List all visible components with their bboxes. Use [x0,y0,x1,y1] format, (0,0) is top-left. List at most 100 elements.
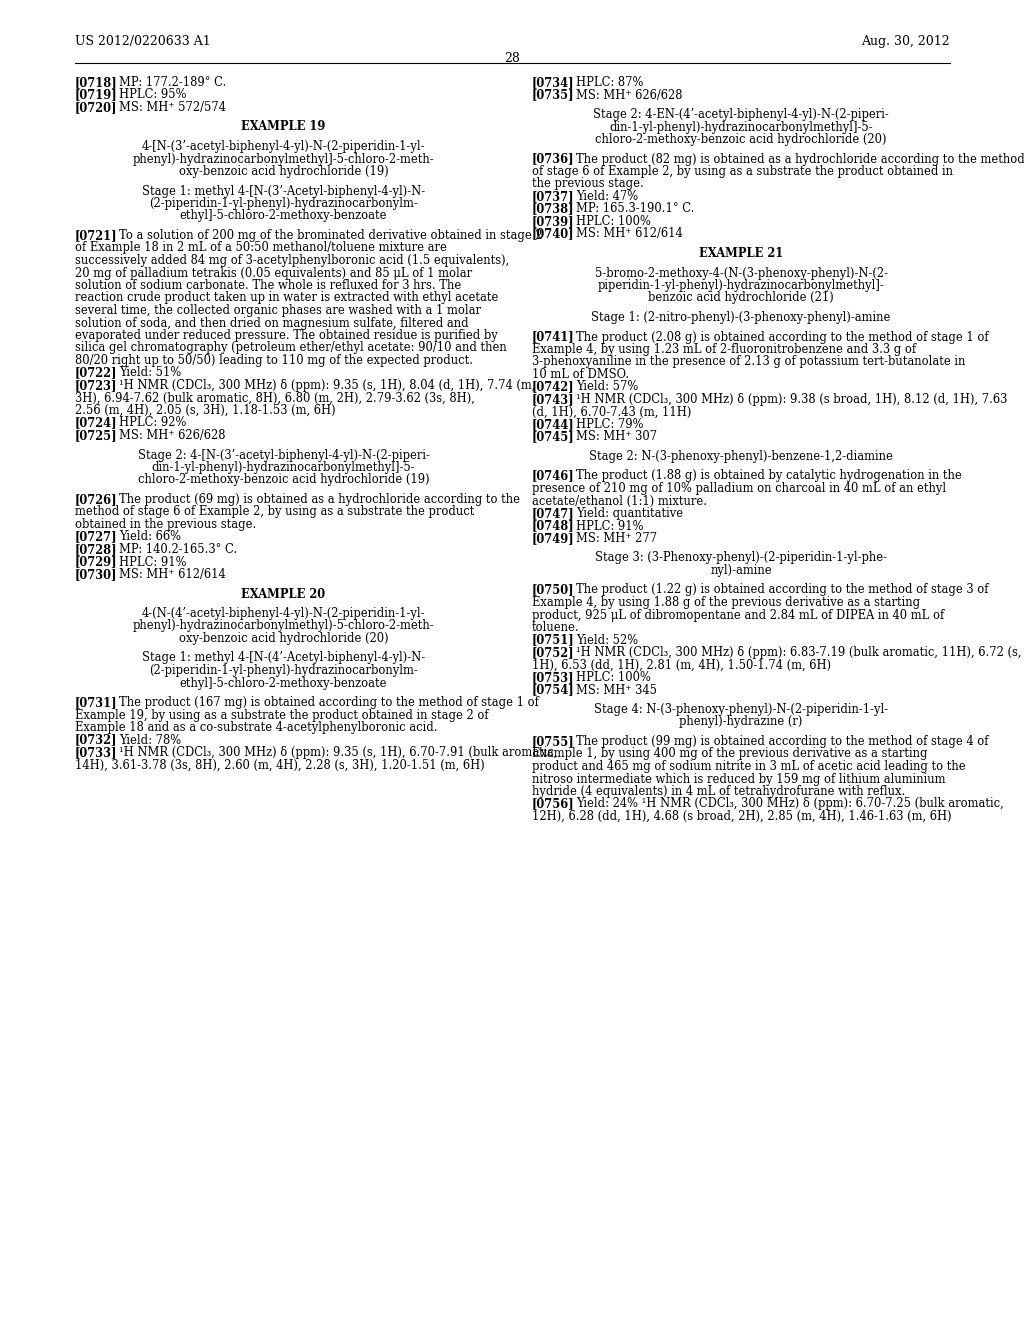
Text: [0747]: [0747] [532,507,574,520]
Text: MP: 165.3-190.1° C.: MP: 165.3-190.1° C. [575,202,694,215]
Text: [0718]: [0718] [75,77,118,88]
Text: The product (99 mg) is obtained according to the method of stage 4 of: The product (99 mg) is obtained accordin… [575,735,988,748]
Text: [0749]: [0749] [532,532,574,545]
Text: Example 1, by using 400 mg of the previous derivative as a starting: Example 1, by using 400 mg of the previo… [532,747,928,760]
Text: 28: 28 [504,51,520,65]
Text: MS: MH⁺ 307: MS: MH⁺ 307 [575,430,657,444]
Text: [0724]: [0724] [75,417,118,429]
Text: US 2012/0220633 A1: US 2012/0220633 A1 [75,36,211,48]
Text: The product (167 mg) is obtained according to the method of stage 1 of: The product (167 mg) is obtained accordi… [119,696,539,709]
Text: [0752]: [0752] [532,645,574,659]
Text: Stage 2: N-(3-phenoxy-phenyl)-benzene-1,2-diamine: Stage 2: N-(3-phenoxy-phenyl)-benzene-1,… [589,450,893,463]
Text: nitroso intermediate which is reduced by 159 mg of lithium aluminium: nitroso intermediate which is reduced by… [532,772,945,785]
Text: 1H), 6.53 (dd, 1H), 2.81 (m, 4H), 1.50-1.74 (m, 6H): 1H), 6.53 (dd, 1H), 2.81 (m, 4H), 1.50-1… [532,659,831,672]
Text: [0729]: [0729] [75,556,118,569]
Text: The product (1.88 g) is obtained by catalytic hydrogenation in the: The product (1.88 g) is obtained by cata… [575,470,962,483]
Text: 3-phenoxyaniline in the presence of 2.13 g of potassium tert-butanolate in: 3-phenoxyaniline in the presence of 2.13… [532,355,966,368]
Text: of stage 6 of Example 2, by using as a substrate the product obtained in: of stage 6 of Example 2, by using as a s… [532,165,953,178]
Text: evaporated under reduced pressure. The obtained residue is purified by: evaporated under reduced pressure. The o… [75,329,498,342]
Text: [0731]: [0731] [75,696,118,709]
Text: 12H), 6.28 (dd, 1H), 4.68 (s broad, 2H), 2.85 (m, 4H), 1.46-1.63 (m, 6H): 12H), 6.28 (dd, 1H), 4.68 (s broad, 2H),… [532,810,951,822]
Text: 80/20 right up to 50/50) leading to 110 mg of the expected product.: 80/20 right up to 50/50) leading to 110 … [75,354,473,367]
Text: The product (1.22 g) is obtained according to the method of stage 3 of: The product (1.22 g) is obtained accordi… [575,583,988,597]
Text: [0756]: [0756] [532,797,574,810]
Text: [0750]: [0750] [532,583,574,597]
Text: ethyl]-5-chloro-2-methoxy-benzoate: ethyl]-5-chloro-2-methoxy-benzoate [180,676,387,689]
Text: EXAMPLE 19: EXAMPLE 19 [242,120,326,133]
Text: (2-piperidin-1-yl-phenyl)-hydrazinocarbonylm-: (2-piperidin-1-yl-phenyl)-hydrazinocarbo… [150,197,418,210]
Text: successively added 84 mg of 3-acetylphenylboronic acid (1.5 equivalents),: successively added 84 mg of 3-acetylphen… [75,253,509,267]
Text: 14H), 3.61-3.78 (3s, 8H), 2.60 (m, 4H), 2.28 (s, 3H), 1.20-1.51 (m, 6H): 14H), 3.61-3.78 (3s, 8H), 2.60 (m, 4H), … [75,759,484,771]
Text: MP: 140.2-165.3° C.: MP: 140.2-165.3° C. [119,543,238,556]
Text: [0732]: [0732] [75,734,118,747]
Text: phenyl)-hydrazine (r): phenyl)-hydrazine (r) [679,715,803,729]
Text: HPLC: 79%: HPLC: 79% [575,418,643,432]
Text: [0735]: [0735] [532,88,574,102]
Text: toluene.: toluene. [532,620,580,634]
Text: 4-(N-(4’-acetyl-biphenyl-4-yl)-N-(2-piperidin-1-yl-: 4-(N-(4’-acetyl-biphenyl-4-yl)-N-(2-pipe… [141,607,425,620]
Text: [0743]: [0743] [532,393,574,407]
Text: Yield: 52%: Yield: 52% [575,634,638,647]
Text: Stage 4: N-(3-phenoxy-phenyl)-N-(2-piperidin-1-yl-: Stage 4: N-(3-phenoxy-phenyl)-N-(2-piper… [594,704,888,715]
Text: The product (82 mg) is obtained as a hydrochloride according to the method: The product (82 mg) is obtained as a hyd… [575,153,1024,165]
Text: [0738]: [0738] [532,202,574,215]
Text: MS: MH⁺ 277: MS: MH⁺ 277 [575,532,657,545]
Text: [0733]: [0733] [75,746,118,759]
Text: [0753]: [0753] [532,671,574,684]
Text: MS: MH⁺ 626/628: MS: MH⁺ 626/628 [119,429,225,442]
Text: HPLC: 87%: HPLC: 87% [575,77,643,88]
Text: [0745]: [0745] [532,430,574,444]
Text: MS: MH⁺ 572/574: MS: MH⁺ 572/574 [119,102,226,114]
Text: The product (69 mg) is obtained as a hydrochloride according to the: The product (69 mg) is obtained as a hyd… [119,492,520,506]
Text: HPLC: 91%: HPLC: 91% [119,556,186,569]
Text: several time, the collected organic phases are washed with a 1 molar: several time, the collected organic phas… [75,304,481,317]
Text: reaction crude product taken up in water is extracted with ethyl acetate: reaction crude product taken up in water… [75,292,499,305]
Text: [0730]: [0730] [75,568,118,581]
Text: Yield: quantitative: Yield: quantitative [575,507,683,520]
Text: silica gel chromatography (petroleum ether/ethyl acetate: 90/10 and then: silica gel chromatography (petroleum eth… [75,342,507,355]
Text: method of stage 6 of Example 2, by using as a substrate the product: method of stage 6 of Example 2, by using… [75,506,474,519]
Text: MS: MH⁺ 345: MS: MH⁺ 345 [575,684,657,697]
Text: HPLC: 91%: HPLC: 91% [575,520,643,532]
Text: MS: MH⁺ 612/614: MS: MH⁺ 612/614 [575,227,683,240]
Text: [0725]: [0725] [75,429,118,442]
Text: benzoic acid hydrochloride (21): benzoic acid hydrochloride (21) [648,292,834,305]
Text: (2-piperidin-1-yl-phenyl)-hydrazinocarbonylm-: (2-piperidin-1-yl-phenyl)-hydrazinocarbo… [150,664,418,677]
Text: Stage 3: (3-Phenoxy-phenyl)-(2-piperidin-1-yl-phe-: Stage 3: (3-Phenoxy-phenyl)-(2-piperidin… [595,552,887,565]
Text: ¹H NMR (CDCl₃, 300 MHz) δ (ppm): 6.83-7.19 (bulk aromatic, 11H), 6.72 (s,: ¹H NMR (CDCl₃, 300 MHz) δ (ppm): 6.83-7.… [575,645,1022,659]
Text: Stage 2: 4-EN-(4’-acetyl-biphenyl-4-yl)-N-(2-piperi-: Stage 2: 4-EN-(4’-acetyl-biphenyl-4-yl)-… [593,108,889,121]
Text: Example 19, by using as a substrate the product obtained in stage 2 of: Example 19, by using as a substrate the … [75,709,488,722]
Text: 10 mL of DMSO.: 10 mL of DMSO. [532,368,629,381]
Text: [0736]: [0736] [532,153,574,165]
Text: Stage 1: methyl 4-[N-(4’-Acetyl-biphenyl-4-yl)-N-: Stage 1: methyl 4-[N-(4’-Acetyl-biphenyl… [142,652,425,664]
Text: [0722]: [0722] [75,367,118,380]
Text: din-1-yl-phenyl)-hydrazinocarbonylmethyl]-5-: din-1-yl-phenyl)-hydrazinocarbonylmethyl… [609,120,872,133]
Text: presence of 210 mg of 10% palladium on charcoal in 40 mL of an ethyl: presence of 210 mg of 10% palladium on c… [532,482,946,495]
Text: [0754]: [0754] [532,684,574,697]
Text: 3H), 6.94-7.62 (bulk aromatic, 8H), 6.80 (m, 2H), 2.79-3.62 (3s, 8H),: 3H), 6.94-7.62 (bulk aromatic, 8H), 6.80… [75,392,475,404]
Text: Example 18 and as a co-substrate 4-acetylphenylboronic acid.: Example 18 and as a co-substrate 4-acety… [75,721,437,734]
Text: MS: MH⁺ 626/628: MS: MH⁺ 626/628 [575,88,683,102]
Text: phenyl)-hydrazinocarbonylmethyl]-5-chloro-2-meth-: phenyl)-hydrazinocarbonylmethyl]-5-chlor… [133,153,434,165]
Text: product and 465 mg of sodium nitrite in 3 mL of acetic acid leading to the: product and 465 mg of sodium nitrite in … [532,760,966,774]
Text: HPLC: 100%: HPLC: 100% [575,215,651,228]
Text: The product (2.08 g) is obtained according to the method of stage 1 of: The product (2.08 g) is obtained accordi… [575,330,988,343]
Text: [0720]: [0720] [75,102,118,114]
Text: HPLC: 92%: HPLC: 92% [119,417,186,429]
Text: Yield: 78%: Yield: 78% [119,734,181,747]
Text: Example 4, by using 1.23 mL of 2-fluoronitrobenzene and 3.3 g of: Example 4, by using 1.23 mL of 2-fluoron… [532,343,916,356]
Text: piperidin-1-yl-phenyl)-hydrazinocarbonylmethyl]-: piperidin-1-yl-phenyl)-hydrazinocarbonyl… [598,279,885,292]
Text: the previous stage.: the previous stage. [532,177,644,190]
Text: oxy-benzoic acid hydrochloride (20): oxy-benzoic acid hydrochloride (20) [178,632,388,645]
Text: [0748]: [0748] [532,520,574,532]
Text: [0727]: [0727] [75,531,118,544]
Text: ¹H NMR (CDCl₃, 300 MHz) δ (ppm): 9.38 (s broad, 1H), 8.12 (d, 1H), 7.63: ¹H NMR (CDCl₃, 300 MHz) δ (ppm): 9.38 (s… [575,393,1008,407]
Text: solution of soda, and then dried on magnesium sulfate, filtered and: solution of soda, and then dried on magn… [75,317,469,330]
Text: [0723]: [0723] [75,379,118,392]
Text: hydride (4 equivalents) in 4 mL of tetrahydrofurane with reflux.: hydride (4 equivalents) in 4 mL of tetra… [532,785,905,799]
Text: [0734]: [0734] [532,77,574,88]
Text: EXAMPLE 21: EXAMPLE 21 [698,247,783,260]
Text: ¹H NMR (CDCl₃, 300 MHz) δ (ppm): 9.35 (s, 1H), 8.04 (d, 1H), 7.74 (m,: ¹H NMR (CDCl₃, 300 MHz) δ (ppm): 9.35 (s… [119,379,536,392]
Text: din-1-yl-phenyl)-hydrazinocarbonylmethyl]-5-: din-1-yl-phenyl)-hydrazinocarbonylmethyl… [152,461,416,474]
Text: [0726]: [0726] [75,492,118,506]
